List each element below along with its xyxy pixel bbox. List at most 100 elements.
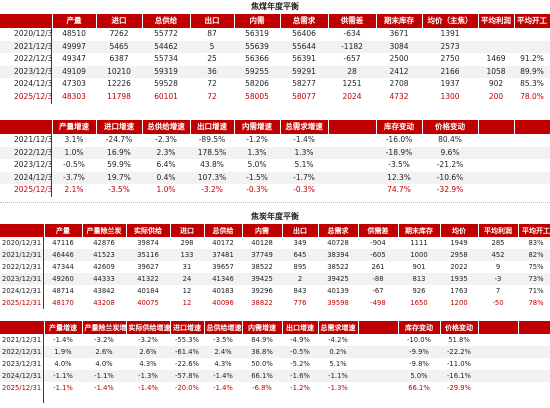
table-cell: 48714 [52, 287, 74, 295]
table-cell: 5.1% [329, 360, 347, 368]
column-header: 产量 [52, 14, 97, 28]
table-cell: 43208 [93, 299, 115, 307]
table-cell: -1.1% [82, 370, 126, 382]
table-cell [478, 159, 514, 172]
table-cell: 1949 [450, 239, 468, 247]
table-cell: 4.3% [139, 360, 157, 368]
table-cell: 5.1% [294, 160, 314, 170]
row-date-label: 2024/12/31 [0, 171, 52, 184]
table-cell [518, 382, 550, 394]
table-row: 2023/12/31 49260 44333 41322 24 41346 39425 2 39… [0, 273, 550, 285]
table-cell: 39874 [137, 239, 159, 247]
table-cell: 41322 [126, 273, 170, 285]
table-cell: 5.0% [398, 370, 440, 382]
column-header: 内需 [234, 14, 281, 28]
coal-growth-table: 产量增速 进口增速 总供给增速 出口增速 内需增速 总需求增速 库存变动 价格变动 2021/… [0, 120, 550, 197]
table-cell: 49347 [62, 54, 86, 64]
table-cell: -0.5% [282, 346, 318, 358]
table-cell: -2.3% [155, 135, 177, 145]
table-cell: 7 [495, 287, 501, 295]
table-cell [358, 346, 398, 358]
table-cell: 1391 [440, 29, 460, 39]
table-cell: 49109 [52, 65, 96, 78]
table-cell: 1200 [450, 299, 468, 307]
table-cell: 178.5% [190, 146, 234, 159]
table-cell: 56319 [245, 29, 269, 39]
table-cell: 2024 [342, 91, 362, 101]
column-header: 平均开工 [518, 224, 550, 237]
table-cell: 78% [528, 299, 544, 307]
table-row: 2025/12/31 2.1% -3.5% 1.0% -3.2% -0.3% -0.3% 74… [0, 184, 550, 197]
table-cell [518, 358, 550, 370]
table-cell: -16.1% [440, 370, 478, 382]
table-cell: 36 [190, 65, 234, 78]
table-row: 2020/12/31 48510 7262 55772 87 56319 56406 -634… [0, 28, 550, 41]
table-cell: -3.5% [388, 160, 410, 170]
table-row: 2022/12/311.0%16.9%2.3%178.5%1.3%1.3%-18… [0, 146, 550, 159]
table-cell [518, 370, 550, 382]
table-row: 2021/12/31 -1.4% -3.2% -3.2% -55.3% -3.5% 84.9… [0, 334, 550, 346]
table-cell: 2573 [422, 40, 478, 53]
table-row: 2024/12/31 -1.1% -1.1% -1.3% -57.8% -1.4% 66.1… [0, 370, 550, 382]
table-row: 2022/12/31 49347 6387 55734 25 56366 56391 -657… [0, 53, 550, 66]
table-cell: 60101 [154, 91, 178, 101]
coal-balance-table: 产量 进口 总供给 出口 内需 总需求 供需差 期末库存 均价（主焦） 平均利润 平均开工 2020… [0, 14, 550, 103]
table-cell: 41346 [204, 273, 242, 285]
row-date-label: 2021/12/31 [2, 336, 42, 344]
table-cell: 58077 [292, 91, 316, 101]
table-cell: 59528 [154, 79, 178, 89]
table-cell: 3.1% [64, 135, 84, 145]
column-header: 供需差 [358, 224, 399, 237]
table-cell: 47344 [52, 263, 74, 271]
table-cell: -3 [478, 273, 518, 285]
table-cell: 56391 [292, 54, 316, 64]
coal-year-divider [51, 14, 52, 104]
table-row: 2024/12/31-3.7%19.7%0.4%107.3%-1.5%-1.7%… [0, 171, 550, 184]
table-cell: 50.0% [251, 360, 273, 368]
row-date-label: 2023/12/31 [2, 360, 42, 368]
table-cell: 2.3% [142, 146, 190, 159]
table-cell: 78.0% [520, 91, 544, 101]
column-header [0, 120, 53, 134]
table-cell: -32.9% [436, 185, 464, 195]
table-cell: 40184 [137, 287, 159, 295]
table-cell: -1.1% [318, 370, 358, 382]
column-header: 总需求 [280, 14, 329, 28]
table-cell [514, 40, 550, 53]
table-cell: 58005 [245, 91, 269, 101]
table-row: 2024/12/31 48714 43842 40184 12 40183 39296 843… [0, 285, 550, 297]
row-date-label: 2021/12/31 [14, 135, 52, 145]
row-date-label: 2022/12/31 [0, 346, 44, 358]
table-cell: 37481 [204, 249, 242, 261]
column-header: 期末库存 [398, 224, 441, 237]
table-cell: 1111 [410, 239, 428, 247]
column-header: 产量 [44, 224, 83, 237]
table-cell: -89.5% [198, 135, 226, 145]
column-header: 进口增速 [170, 321, 205, 334]
column-header: 平均利润 [478, 14, 515, 28]
table-cell: 28 [328, 65, 376, 78]
coal-growth-year-divider [51, 120, 52, 197]
table-cell [514, 28, 550, 41]
table-cell: 39425 [242, 273, 282, 285]
table-cell: -1.4% [293, 135, 315, 145]
table-cell: 200 [488, 91, 504, 101]
row-date-label: 2025/12/31 [14, 91, 52, 101]
column-header: 均价（主焦） [422, 14, 479, 28]
table-cell: 71% [528, 287, 544, 295]
table-cell: -3.5% [108, 185, 130, 195]
column-header [0, 14, 53, 28]
table-cell [328, 171, 376, 184]
table-cell: 42609 [93, 263, 115, 271]
table-cell: 3671 [389, 29, 409, 39]
column-header: 总供给 [204, 224, 243, 237]
table-cell: -4.9% [290, 336, 310, 344]
column-header: 总供给增速 [204, 321, 243, 334]
table-cell [328, 184, 376, 197]
table-cell: 91.2% [520, 54, 544, 64]
table-cell: 44333 [82, 273, 126, 285]
column-header: 总需求增速 [280, 120, 329, 134]
table-cell: 40183 [212, 287, 234, 295]
table-cell: 12 [182, 299, 192, 307]
table-cell: 645 [282, 249, 318, 261]
